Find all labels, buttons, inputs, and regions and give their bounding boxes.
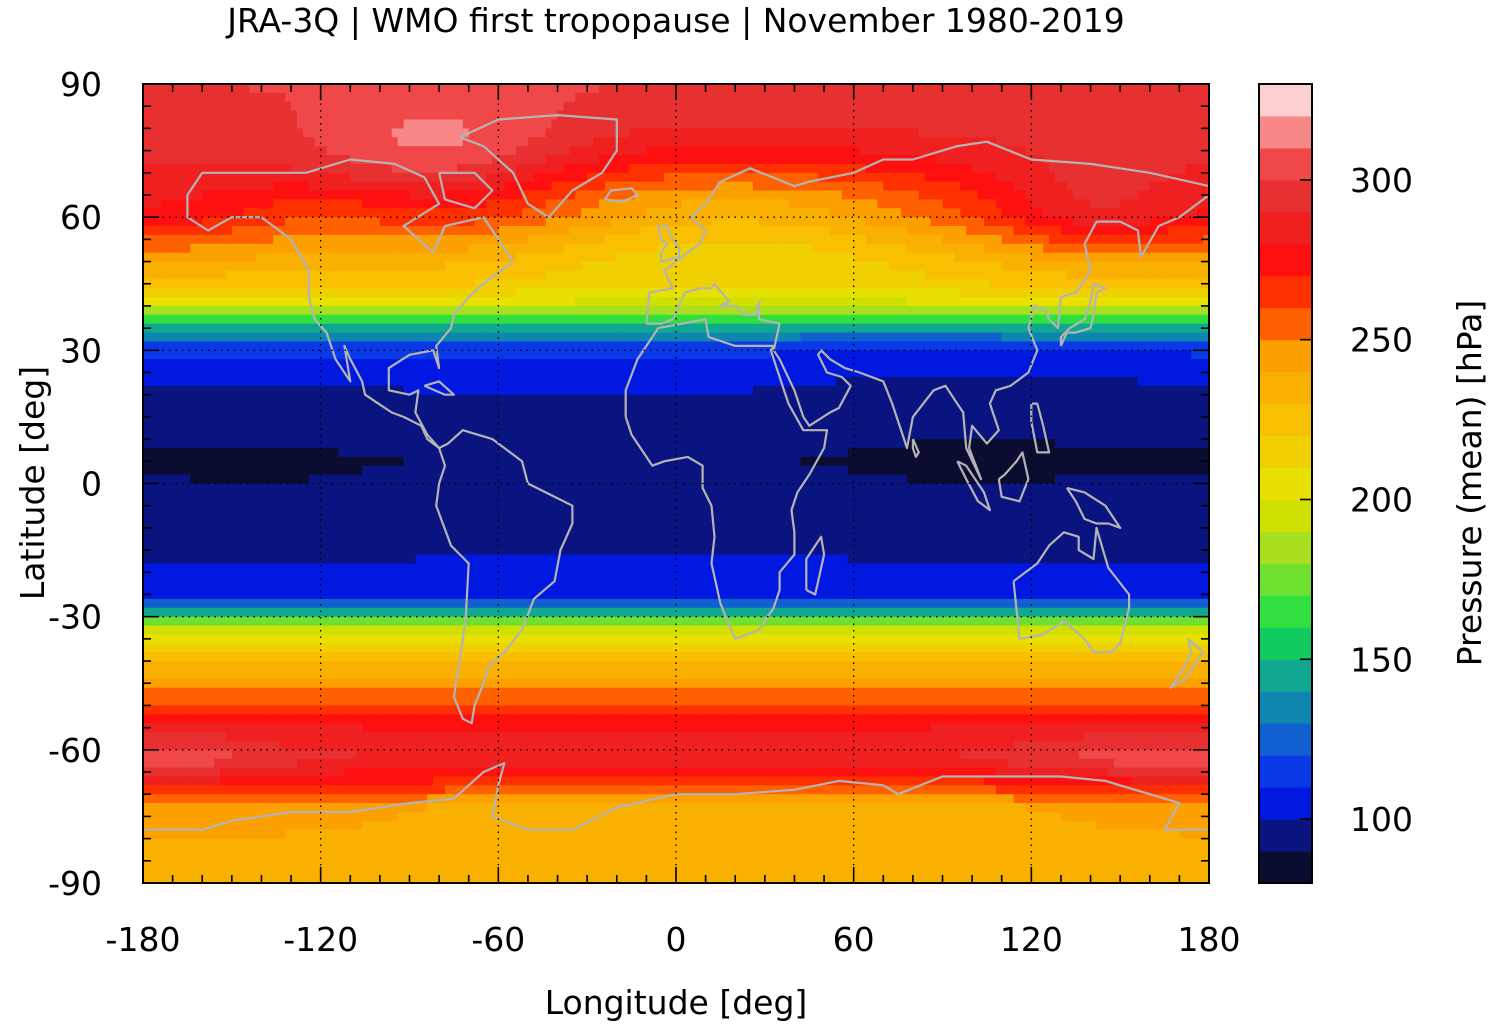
colorbar-segment: [1259, 211, 1312, 245]
colorbar-segment: [1259, 595, 1312, 628]
coast-japan: [1059, 282, 1107, 347]
colorbar: [1259, 84, 1312, 884]
x-tick-labels: -180 -120 -60 0 60 120 180: [106, 920, 1241, 959]
y-tick-label: 0: [81, 465, 102, 504]
colorbar-segment: [1259, 179, 1312, 213]
colorbar-segment: [1259, 659, 1312, 692]
colorbar-segment: [1259, 147, 1312, 181]
coast-sri-lanka: [911, 438, 920, 458]
colorbar-segment: [1259, 787, 1312, 820]
coast-sumatra: [956, 460, 992, 512]
colorbar-segment: [1259, 371, 1312, 405]
colorbar-segment: [1259, 627, 1312, 660]
colorbar-segment: [1259, 339, 1312, 373]
x-tick-label: 60: [833, 920, 875, 959]
colorbar-segment: [1259, 84, 1312, 117]
y-tick-label: 60: [60, 198, 102, 237]
colorbar-segment: [1259, 467, 1312, 500]
axis-ticks: [142, 83, 1210, 884]
coast-eurasia: [645, 140, 1209, 481]
coast-north-america: [186, 158, 515, 450]
x-tick-label: -60: [471, 920, 525, 959]
x-tick-label: -180: [106, 920, 181, 959]
coast-new-guinea: [1065, 486, 1122, 530]
coast-iceland: [603, 187, 639, 203]
coast-australia: [1012, 526, 1131, 654]
coast-madagascar: [805, 535, 826, 596]
coast-greenland: [459, 113, 618, 219]
coast-africa: [624, 318, 829, 641]
y-tick-label: 30: [60, 331, 102, 370]
coast-baffin: [438, 171, 494, 210]
colorbar-segment: [1259, 755, 1312, 788]
colorbar-label: Pressure (mean) [hPa]: [1450, 300, 1489, 667]
coast-philippines: [1030, 402, 1051, 454]
y-tick-label: 90: [60, 65, 102, 104]
colorbar-segment: [1259, 691, 1312, 724]
y-tick-labels: 90 60 30 0 -30 -60 -90: [48, 65, 102, 903]
x-tick-label: -120: [283, 920, 358, 959]
coast-antarctica: [143, 761, 1209, 831]
colorbar-ticks: [1300, 179, 1312, 820]
colorbar-segment: [1259, 563, 1312, 596]
colorbar-segment: [1259, 115, 1312, 149]
colorbar-tick-label: 200: [1350, 480, 1413, 519]
coast-borneo: [997, 451, 1030, 503]
colorbar-segment: [1259, 723, 1312, 756]
y-tick-label: -30: [48, 598, 102, 637]
coast-south-america: [435, 429, 574, 725]
colorbar-frame: [1258, 83, 1313, 884]
colorbar-segment: [1259, 499, 1312, 532]
y-tick-label: -90: [48, 864, 102, 903]
pressure-field: [143, 84, 1209, 883]
coast-new-zealand: [1169, 638, 1205, 689]
colorbar-tick-label: 250: [1350, 321, 1413, 360]
x-tick-label: 180: [1178, 920, 1241, 959]
colorbar-segment: [1259, 819, 1312, 852]
colorbar-segment: [1259, 851, 1312, 884]
coast-cuba: [423, 380, 455, 396]
colorbar-segment: [1259, 403, 1312, 437]
colorbar-segment: [1259, 275, 1312, 309]
colorbar-tick-labels: 100 150 200 250 300: [1350, 161, 1413, 839]
y-tick-label: -60: [48, 731, 102, 770]
x-tick-label: 0: [666, 920, 687, 959]
chart-title: JRA-3Q | WMO first tropopause | November…: [225, 1, 1125, 40]
colorbar-segment: [1259, 531, 1312, 564]
colorbar-segment: [1259, 243, 1312, 277]
x-tick-label: 120: [1000, 920, 1063, 959]
x-axis-label: Longitude [deg]: [545, 983, 808, 1022]
grid-lines: [143, 84, 1209, 883]
colorbar-segment: [1259, 435, 1312, 469]
colorbar-tick-label: 100: [1350, 800, 1413, 839]
y-axis-label: Latitude [deg]: [13, 366, 52, 600]
colorbar-tick-label: 300: [1350, 161, 1413, 200]
colorbar-tick-label: 150: [1350, 640, 1413, 679]
colorbar-segment: [1259, 307, 1312, 341]
coast-uk: [657, 224, 681, 263]
coastlines: [143, 113, 1209, 831]
